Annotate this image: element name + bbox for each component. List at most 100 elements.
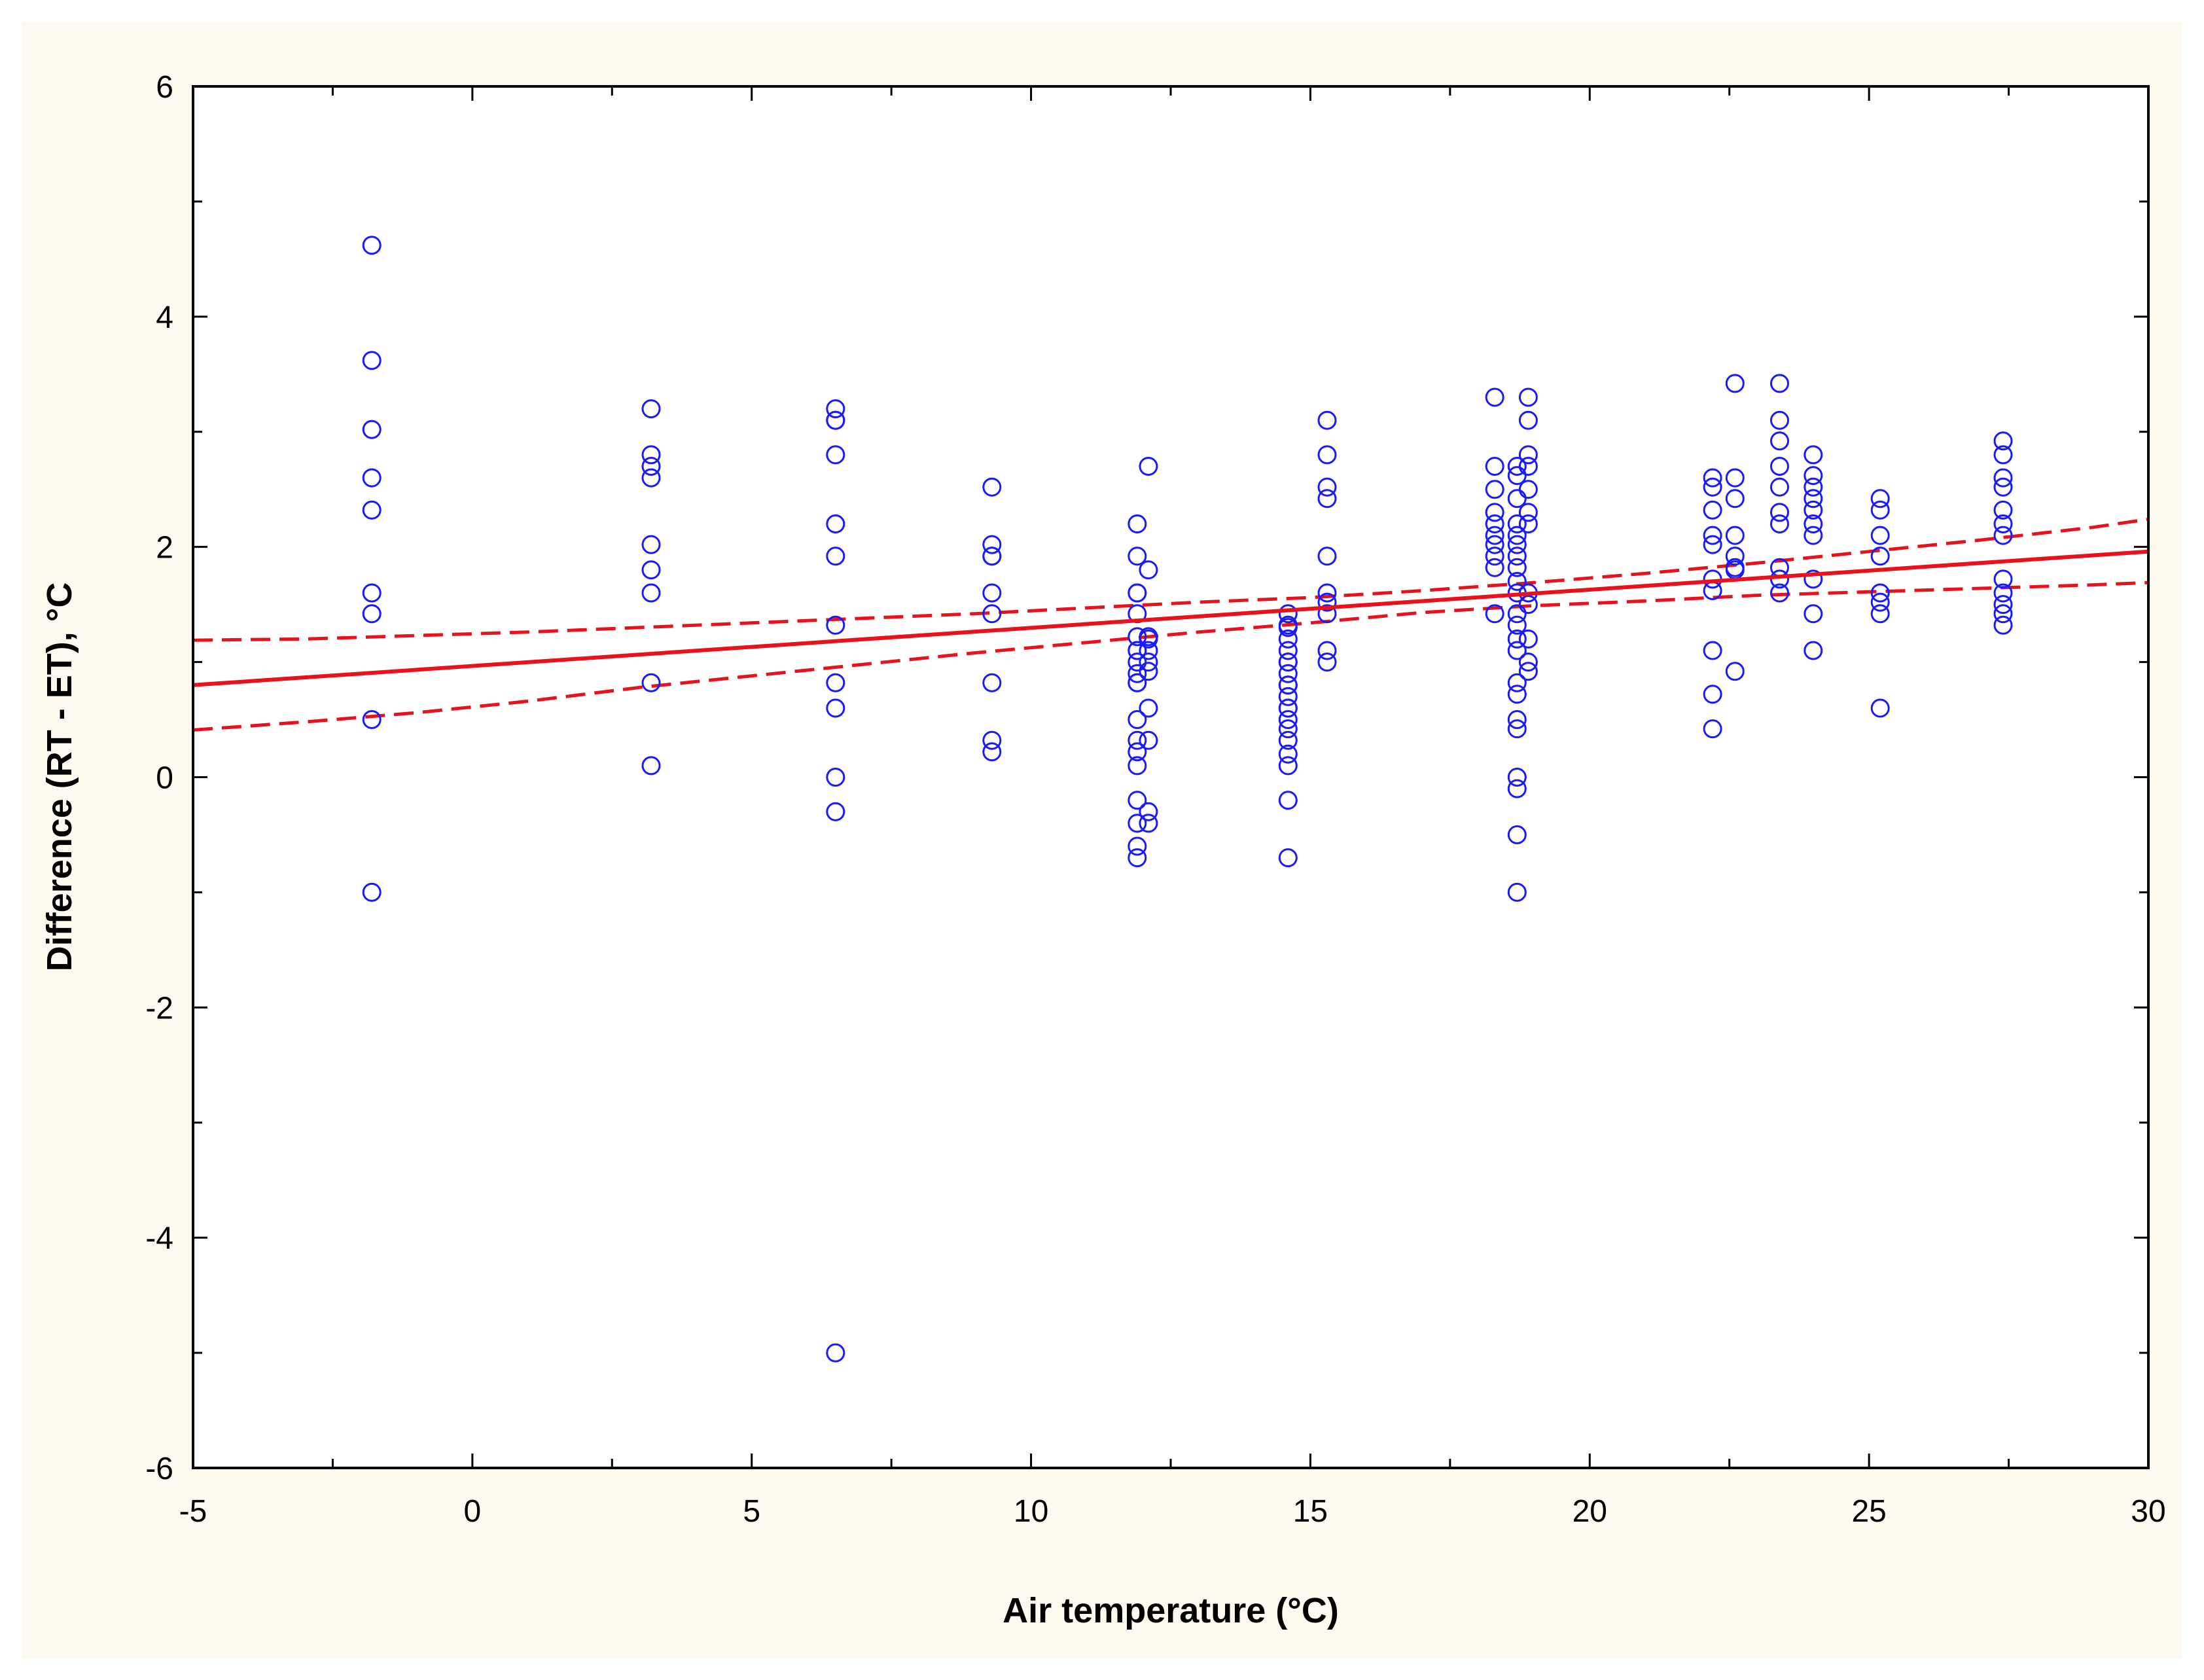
data-point [1507, 710, 1527, 729]
data-point [1317, 592, 1337, 612]
data-point [1507, 558, 1527, 577]
data-point [826, 802, 845, 821]
data-points-layer [362, 236, 2013, 1363]
data-point [1993, 583, 2013, 603]
data-point [1278, 848, 1298, 868]
data-point [1128, 756, 1147, 776]
data-point [1128, 836, 1147, 856]
data-point [1139, 802, 1158, 821]
data-point [1804, 445, 1823, 465]
data-point [826, 514, 845, 533]
data-point [1128, 664, 1147, 683]
data-point [1317, 641, 1337, 660]
data-point [982, 583, 1002, 603]
data-point [1703, 477, 1722, 497]
data-point [1485, 503, 1504, 522]
data-point [1485, 526, 1504, 545]
data-point [1507, 535, 1527, 554]
data-point [1485, 457, 1504, 476]
data-point [1993, 604, 2013, 624]
data-point [1485, 535, 1504, 554]
y-tick-label: 4 [156, 300, 173, 335]
data-point [1128, 514, 1147, 533]
y-tick-label: 0 [156, 761, 173, 796]
y-axis-title: Difference (RT - ET), °C [40, 582, 79, 972]
data-point [1507, 685, 1527, 704]
data-point [1278, 698, 1298, 718]
data-point [826, 546, 845, 566]
data-point [1518, 595, 1538, 615]
data-point [1770, 514, 1789, 533]
data-point [1278, 664, 1298, 683]
confidence-band-lower [192, 581, 2149, 732]
data-point [1804, 466, 1823, 486]
data-point [1993, 615, 2013, 635]
data-point [982, 535, 1002, 554]
data-point [1128, 641, 1147, 660]
data-point [1128, 710, 1147, 729]
data-point [826, 615, 845, 635]
data-point [1518, 514, 1538, 533]
data-point [1993, 445, 2013, 465]
data-point [1278, 652, 1298, 672]
confidence-band-upper [192, 517, 2149, 642]
data-point [1485, 514, 1504, 533]
x-tick-label: 15 [1293, 1494, 1328, 1529]
data-point [1518, 387, 1538, 407]
x-tick-label: 30 [2131, 1494, 2165, 1529]
data-point [1804, 641, 1823, 660]
data-point [1485, 604, 1504, 624]
data-point [982, 604, 1002, 624]
data-point [1703, 719, 1722, 739]
plot-area [193, 86, 2148, 1468]
data-point [826, 1343, 845, 1363]
regression-line [192, 549, 2149, 687]
data-point [1139, 698, 1158, 718]
data-point [1278, 744, 1298, 764]
data-point [1518, 652, 1538, 672]
data-point [1317, 489, 1337, 509]
data-point [1317, 604, 1337, 624]
data-point [1804, 500, 1823, 520]
data-point [1725, 662, 1745, 681]
data-point [1128, 742, 1147, 762]
data-point [362, 604, 382, 624]
data-point [1507, 882, 1527, 902]
data-point [641, 756, 661, 776]
data-point [1518, 457, 1538, 476]
figure-frame: -5 0 5 10 15 20 25 30 -6 -4 -2 0 2 4 6 Air temperatur… [22, 22, 2182, 1658]
data-point [1725, 468, 1745, 488]
data-point [1993, 468, 2013, 488]
data-point [641, 457, 661, 476]
x-tick-label: -5 [179, 1494, 207, 1529]
data-point [1703, 685, 1722, 704]
data-point [362, 882, 382, 902]
data-point [826, 673, 845, 692]
data-point [1278, 604, 1298, 624]
data-point [1993, 526, 2013, 545]
data-point [1278, 675, 1298, 695]
data-point [1485, 480, 1504, 499]
x-tick-label: 10 [1014, 1494, 1048, 1529]
data-point [1139, 662, 1158, 681]
x-axis-title: Air temperature (°C) [1003, 1591, 1339, 1630]
data-point [641, 468, 661, 488]
data-point [982, 546, 1002, 566]
data-point [1507, 457, 1527, 476]
data-point [1993, 595, 2013, 615]
data-point [1993, 500, 2013, 520]
y-tick-label: -2 [145, 991, 173, 1026]
x-tick-labels: -5 0 5 10 15 20 25 30 [179, 1494, 2166, 1529]
y-tick-label: -4 [145, 1221, 173, 1256]
data-point [1870, 489, 1890, 509]
data-point [1317, 477, 1337, 497]
data-point [641, 445, 661, 465]
data-point [1518, 480, 1538, 499]
data-point [826, 399, 845, 419]
data-point [362, 500, 382, 520]
data-point [1139, 641, 1158, 660]
confidence-band-layer [192, 517, 2149, 732]
data-point [1128, 652, 1147, 672]
data-point [362, 420, 382, 439]
data-point [1507, 514, 1527, 533]
